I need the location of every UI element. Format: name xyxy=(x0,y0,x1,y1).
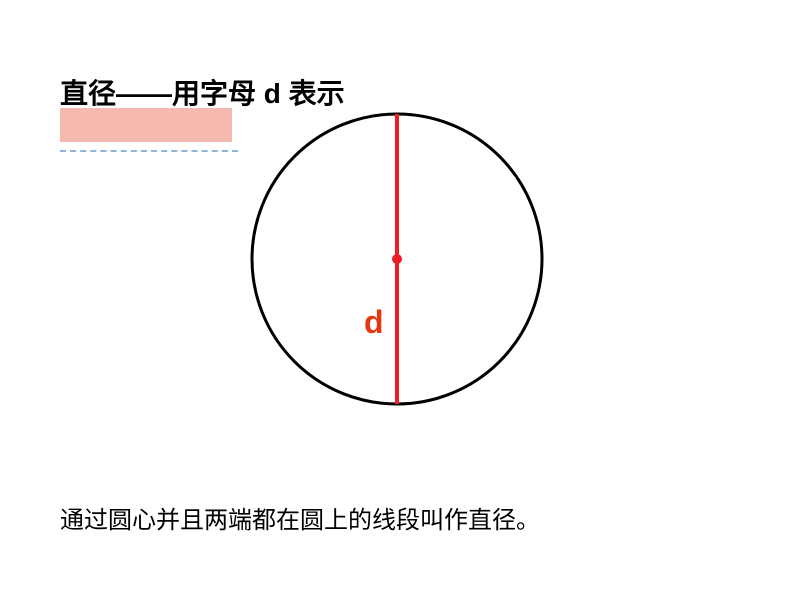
title: 直径——用字母 d 表示 xyxy=(60,72,345,112)
definition-text: 通过圆心并且两端都在圆上的线段叫作直径。 xyxy=(60,500,540,535)
dashed-underline xyxy=(60,150,238,152)
center-dot xyxy=(392,254,402,264)
diameter-label: d xyxy=(364,304,384,340)
circle-diagram: d xyxy=(248,110,546,408)
highlight-box xyxy=(60,108,232,142)
